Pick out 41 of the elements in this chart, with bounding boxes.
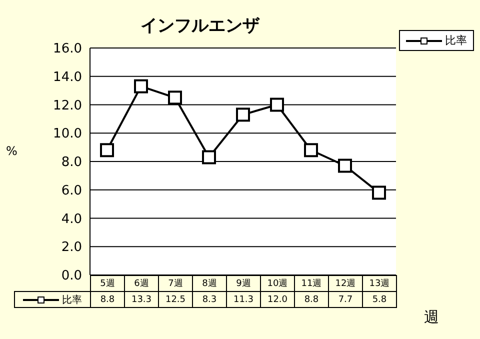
y-tick-label: 2.0 bbox=[61, 240, 82, 256]
y-tick-label: 8.0 bbox=[61, 155, 82, 170]
text: 比率 bbox=[62, 294, 82, 306]
point bbox=[338, 158, 352, 173]
x-tick-label: 7週 bbox=[158, 276, 192, 292]
point bbox=[304, 143, 318, 158]
point bbox=[134, 79, 148, 94]
x-tick-label: 11週 bbox=[294, 276, 328, 292]
y-tick-label: 10.0 bbox=[53, 126, 82, 142]
data-label: 5.8 bbox=[362, 292, 396, 308]
point bbox=[270, 98, 284, 112]
y-tick-label: 12.0 bbox=[53, 98, 82, 114]
x-tick-label: 13週 bbox=[362, 276, 396, 292]
point bbox=[168, 90, 182, 105]
x-tick-label: 5週 bbox=[90, 276, 124, 292]
y-axis-title: % bbox=[6, 144, 18, 158]
x-tick-label: 10週 bbox=[260, 276, 294, 292]
y-tick-label: 0.0 bbox=[61, 268, 82, 284]
chart-title: インフルエンザ bbox=[140, 15, 261, 37]
point bbox=[202, 150, 216, 164]
x-tick-label: 8週 bbox=[192, 276, 226, 292]
y-tick-label: 4.0 bbox=[61, 212, 82, 227]
point bbox=[372, 186, 386, 200]
x-tick-label: 12週 bbox=[328, 276, 362, 292]
x-axis-title: 週 bbox=[424, 308, 439, 327]
point bbox=[236, 108, 250, 122]
data-label: 12.0 bbox=[260, 292, 294, 308]
data-label: 7.7 bbox=[328, 292, 362, 308]
y-tick-label: 14.0 bbox=[53, 70, 82, 85]
data-label: 11.3 bbox=[226, 292, 260, 308]
x-tick-label: 6週 bbox=[124, 276, 158, 292]
data-label: 13.3 bbox=[124, 292, 158, 308]
point bbox=[100, 143, 114, 158]
data-label: 12.5 bbox=[158, 292, 192, 308]
y-tick-label: 16.0 bbox=[53, 42, 82, 57]
data-label: 8.8 bbox=[90, 292, 124, 308]
data-label: 8.8 bbox=[294, 292, 328, 308]
legend-label: 比率 bbox=[444, 34, 467, 47]
x-tick-label: 9週 bbox=[226, 276, 260, 292]
data-label: 8.3 bbox=[192, 292, 226, 308]
y-tick-label: 6.0 bbox=[61, 183, 82, 198]
